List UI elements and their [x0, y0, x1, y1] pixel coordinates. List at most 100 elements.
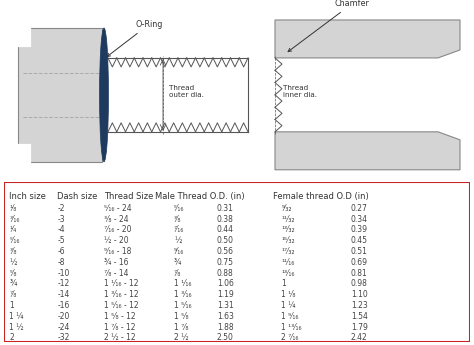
Text: ¹³⁄₁₆: ¹³⁄₁₆: [281, 269, 295, 278]
Text: 1 ³⁄₁₆: 1 ³⁄₁₆: [174, 290, 191, 299]
Text: 0.39: 0.39: [351, 225, 368, 235]
Text: 1 ⁷⁄₈ - 12: 1 ⁷⁄₈ - 12: [104, 323, 136, 332]
Text: ¾: ¾: [174, 258, 182, 267]
Text: ¾: ¾: [9, 279, 17, 288]
Text: ⁷⁄₁₆ - 20: ⁷⁄₁₆ - 20: [104, 225, 132, 235]
Text: 2 ½ - 12: 2 ½ - 12: [104, 333, 136, 343]
Polygon shape: [275, 132, 460, 170]
Text: 1.31: 1.31: [217, 301, 234, 310]
Polygon shape: [18, 28, 102, 162]
Text: ⁹⁄₁₆ - 18: ⁹⁄₁₆ - 18: [104, 247, 131, 256]
Text: 1.23: 1.23: [351, 301, 368, 310]
Text: 1.88: 1.88: [217, 323, 234, 332]
Text: 1 ½: 1 ½: [9, 323, 24, 332]
Text: 1 ¹⁄₈: 1 ¹⁄₈: [281, 290, 296, 299]
Text: 2: 2: [9, 333, 14, 343]
Text: 2 ⁷⁄₁₆: 2 ⁷⁄₁₆: [281, 333, 299, 343]
Text: 0.56: 0.56: [217, 247, 234, 256]
Text: 0.51: 0.51: [351, 247, 368, 256]
Text: -24: -24: [57, 323, 70, 332]
Text: ½: ½: [9, 258, 17, 267]
Text: ¹³⁄₃₂: ¹³⁄₃₂: [281, 225, 295, 235]
Text: -4: -4: [57, 225, 65, 235]
Text: O-Ring: O-Ring: [107, 20, 163, 57]
Text: ⁷⁄₈ - 14: ⁷⁄₈ - 14: [104, 269, 128, 278]
Text: ⁷⁄₈: ⁷⁄₈: [9, 290, 17, 299]
Text: -12: -12: [57, 279, 70, 288]
Text: 1 ¼: 1 ¼: [281, 301, 296, 310]
Text: -16: -16: [57, 301, 70, 310]
Text: 0.69: 0.69: [351, 258, 368, 267]
Text: 1.19: 1.19: [217, 290, 234, 299]
Text: -10: -10: [57, 269, 70, 278]
Text: ¹⁄₄: ¹⁄₄: [9, 225, 17, 235]
Ellipse shape: [100, 28, 109, 162]
Text: 0.98: 0.98: [351, 279, 368, 288]
Text: ³⁄₈: ³⁄₈: [9, 247, 17, 256]
Text: 0.50: 0.50: [217, 236, 234, 245]
Text: 0.75: 0.75: [217, 258, 234, 267]
Text: 1 ⁹⁄₁₆: 1 ⁹⁄₁₆: [281, 312, 299, 321]
Text: 1.63: 1.63: [217, 312, 234, 321]
Text: Thread
outer dia.: Thread outer dia.: [169, 85, 204, 98]
Text: 1 ¹⁄₁₆: 1 ¹⁄₁₆: [174, 279, 191, 288]
Text: 0.31: 0.31: [217, 204, 234, 213]
Polygon shape: [275, 20, 460, 58]
Text: 1 ¹³⁄₁₆: 1 ¹³⁄₁₆: [281, 323, 302, 332]
Text: 0.81: 0.81: [351, 269, 368, 278]
Text: ⁵⁄₁₆ - 24: ⁵⁄₁₆ - 24: [104, 204, 132, 213]
Text: 1: 1: [9, 301, 14, 310]
Text: ³⁄₁₆: ³⁄₁₆: [9, 215, 20, 224]
Text: 0.45: 0.45: [351, 236, 368, 245]
Text: -2: -2: [57, 204, 65, 213]
Text: 0.88: 0.88: [217, 269, 234, 278]
Text: 1 ¼: 1 ¼: [9, 312, 24, 321]
Text: -6: -6: [57, 247, 65, 256]
Text: -8: -8: [57, 258, 65, 267]
Text: 0.27: 0.27: [351, 204, 368, 213]
Text: ¹¹⁄₁₆: ¹¹⁄₁₆: [281, 258, 295, 267]
Text: ¹⁵⁄₃₂: ¹⁵⁄₃₂: [281, 236, 295, 245]
Text: Female thread O.D (in): Female thread O.D (in): [273, 192, 369, 201]
Text: 1 ⁵⁄₁₆: 1 ⁵⁄₁₆: [174, 301, 191, 310]
Text: Male Thread O.D. (in): Male Thread O.D. (in): [155, 192, 245, 201]
Text: ⁵⁄₁₆: ⁵⁄₁₆: [174, 204, 184, 213]
Text: -14: -14: [57, 290, 70, 299]
Text: ¹⁄₈: ¹⁄₈: [9, 204, 17, 213]
Text: Dash size: Dash size: [57, 192, 98, 201]
Text: 1.06: 1.06: [217, 279, 234, 288]
Text: ¾ - 16: ¾ - 16: [104, 258, 128, 267]
Text: 1.54: 1.54: [351, 312, 368, 321]
Text: 1 ⁵⁄₈ - 12: 1 ⁵⁄₈ - 12: [104, 312, 136, 321]
Text: Thread
inner dia.: Thread inner dia.: [283, 85, 317, 98]
Text: ⁵⁄₈: ⁵⁄₈: [9, 269, 17, 278]
Polygon shape: [18, 28, 102, 162]
Text: ⁷⁄₈: ⁷⁄₈: [174, 269, 182, 278]
Text: ³⁄₈ - 24: ³⁄₈ - 24: [104, 215, 129, 224]
Text: ⁷⁄₁₆: ⁷⁄₁₆: [174, 225, 184, 235]
Text: 1 ¹⁄₁₆ - 12: 1 ¹⁄₁₆ - 12: [104, 279, 138, 288]
Text: ½: ½: [174, 236, 182, 245]
Text: 2 ½: 2 ½: [174, 333, 189, 343]
Text: ¹¹⁄₃₂: ¹¹⁄₃₂: [281, 215, 295, 224]
Text: ⁹⁄₃₂: ⁹⁄₃₂: [281, 204, 292, 213]
Text: ⁹⁄₁₆: ⁹⁄₁₆: [174, 247, 184, 256]
Text: -20: -20: [57, 312, 70, 321]
Text: -5: -5: [57, 236, 65, 245]
Text: 1: 1: [281, 279, 286, 288]
Text: 1 ³⁄₁₆ - 12: 1 ³⁄₁₆ - 12: [104, 290, 139, 299]
Text: 1 ⁵⁄₈: 1 ⁵⁄₈: [174, 312, 189, 321]
Text: 0.44: 0.44: [217, 225, 234, 235]
Text: ½ - 20: ½ - 20: [104, 236, 129, 245]
Text: 1.79: 1.79: [351, 323, 368, 332]
Text: ⁵⁄₁₆: ⁵⁄₁₆: [9, 236, 20, 245]
Text: Inch size: Inch size: [9, 192, 46, 201]
Text: 1 ⁵⁄₁₆ - 12: 1 ⁵⁄₁₆ - 12: [104, 301, 139, 310]
Text: 2.42: 2.42: [351, 333, 368, 343]
Text: 0.34: 0.34: [351, 215, 368, 224]
Text: 1.10: 1.10: [351, 290, 368, 299]
Text: Thread Size: Thread Size: [104, 192, 154, 201]
Text: 0.38: 0.38: [217, 215, 234, 224]
Text: 1 ⁷⁄₈: 1 ⁷⁄₈: [174, 323, 189, 332]
Text: ³⁄₈: ³⁄₈: [174, 215, 182, 224]
